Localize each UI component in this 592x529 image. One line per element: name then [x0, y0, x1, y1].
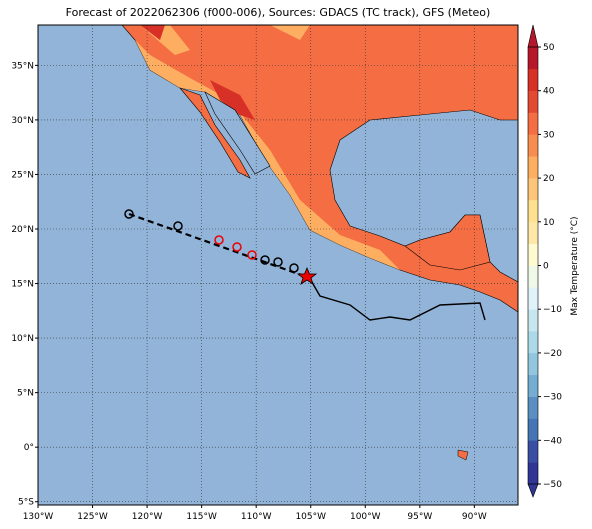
- storm-symbol: [173, 221, 183, 231]
- colorbar-segment: [528, 352, 538, 376]
- colorbar-segment: [528, 90, 538, 113]
- yucatan: [404, 214, 491, 271]
- colorbar-tick-label: −40: [543, 436, 562, 446]
- colorbar-tick-label: 40: [543, 87, 555, 97]
- lat-tick-label: 0°: [24, 443, 34, 453]
- current-position: [296, 266, 318, 285]
- storm-symbol: [289, 263, 299, 273]
- storm-track: [124, 209, 486, 321]
- colorbar-segment: [528, 440, 538, 463]
- lon-tick-label: 130°W: [23, 512, 54, 522]
- colorbar-segment: [528, 265, 538, 288]
- colorbar-tick-label: 0: [543, 262, 549, 272]
- colorbar-segment: [528, 68, 538, 91]
- colorbar-segment: [528, 374, 538, 397]
- title: Forecast of 2022062306 (f000-006), Sourc…: [66, 6, 491, 19]
- lat-tick-label: 30°N: [11, 116, 34, 126]
- lat-tick-label: 25°N: [11, 170, 34, 180]
- lat-tick-label: 5°N: [17, 389, 34, 399]
- gulf-of-california: [204, 91, 271, 175]
- lon-tick-label: 100°W: [350, 512, 381, 522]
- colorbar-label: Max Temperature (°C): [570, 216, 580, 315]
- lat-tick-label: 35°N: [11, 61, 34, 71]
- lat-tick-label: 20°N: [11, 225, 34, 235]
- colorbar-segment: [528, 243, 538, 266]
- colorbar-extend-low: [527, 483, 539, 498]
- storm-symbol: [273, 257, 283, 267]
- lon-tick-label: 95°W: [407, 512, 432, 522]
- colorbar-segment: [528, 418, 538, 441]
- colorbar-segment: [528, 331, 538, 354]
- storm-symbol: [247, 250, 257, 260]
- storm-symbol: [232, 242, 242, 252]
- colorbar-segment: [528, 134, 538, 157]
- past-track: [308, 276, 486, 321]
- colorbar-tick-label: −50: [543, 480, 562, 490]
- colorbar-tick-label: 50: [543, 43, 555, 53]
- colorbar-segment: [528, 287, 538, 310]
- colorbar-segment: [528, 462, 538, 485]
- florida: [500, 25, 518, 65]
- lat-tick-label: 5°S: [18, 498, 34, 508]
- colorbar-tick-label: −10: [543, 305, 562, 315]
- colorbar-tick-label: −20: [543, 349, 562, 359]
- map-frame: [37, 24, 519, 506]
- colorbar-segment: [528, 156, 538, 179]
- lon-tick-label: 125°W: [77, 512, 108, 522]
- storm-symbols: [124, 209, 299, 273]
- colorbar-segment: [528, 47, 538, 70]
- lon-tick-label: 115°W: [186, 512, 217, 522]
- colorbar-segment: [528, 178, 538, 201]
- storm-symbol: [124, 209, 134, 219]
- storm-symbol: [260, 255, 270, 265]
- colorbar-tick-label: −30: [543, 393, 562, 403]
- colorbar-tick-label: 20: [543, 174, 555, 184]
- colorbar-tick-label: 30: [543, 130, 555, 140]
- lon-tick-label: 120°W: [132, 512, 163, 522]
- storm-symbol: [214, 235, 224, 245]
- forecast-track: [128, 212, 308, 279]
- galapagos: [457, 449, 469, 461]
- land-patch: [140, 25, 310, 55]
- colorbar-extend-high: [527, 24, 539, 48]
- map-area: [38, 25, 518, 505]
- lon-tick-label: 90°W: [462, 512, 487, 522]
- land-hot: [140, 25, 255, 120]
- land-warm-coast: [135, 40, 400, 270]
- baja: [179, 87, 251, 179]
- lon-tick-label: 105°W: [295, 512, 326, 522]
- colorbar: −50 −40 −30 −20 −10 0 10 20 30 40 50: [527, 24, 562, 498]
- lat-tick-label: 15°N: [11, 280, 34, 290]
- colorbar-segment: [528, 199, 538, 223]
- colorbar-segment: [528, 112, 538, 135]
- colorbar-segment: [528, 396, 538, 419]
- lon-tick-label: 110°W: [241, 512, 272, 522]
- lat-tick-label: 10°N: [11, 334, 34, 344]
- colorbar-segment: [528, 309, 538, 332]
- colorbar-tick-label: 10: [543, 218, 555, 228]
- colorbar-segment: [528, 221, 538, 244]
